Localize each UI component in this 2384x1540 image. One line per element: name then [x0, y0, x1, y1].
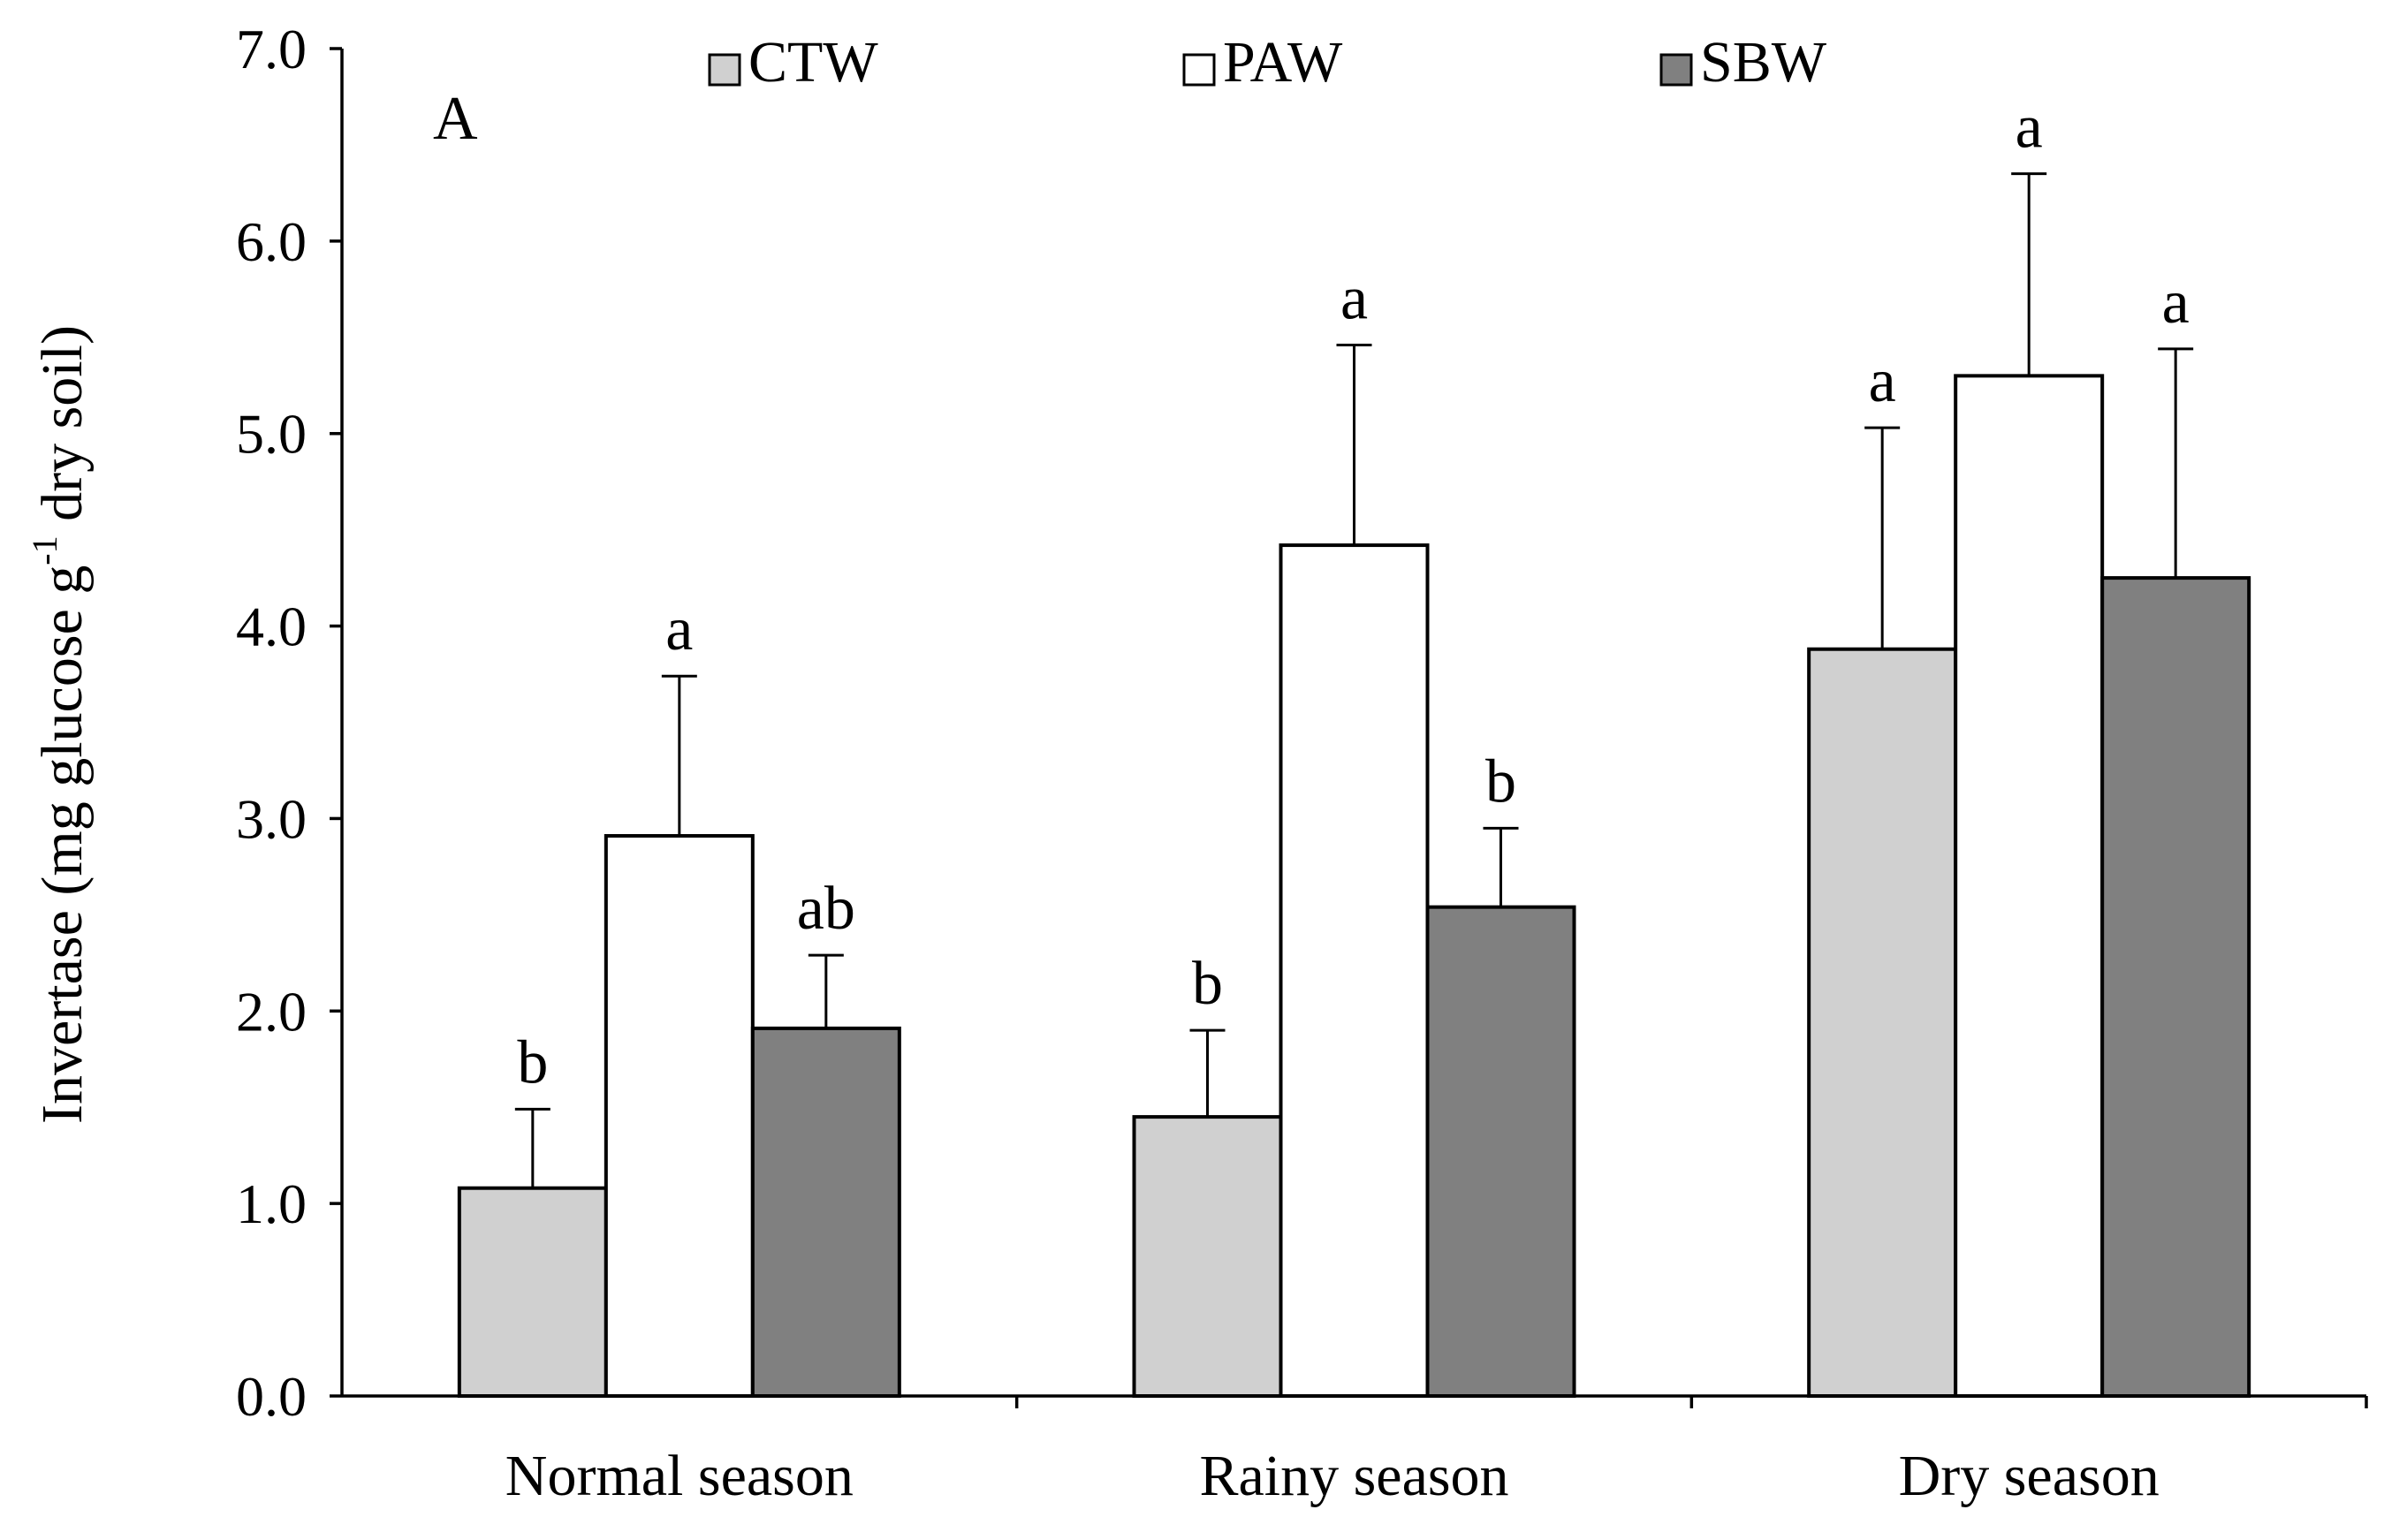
significance-label: a [1869, 347, 1896, 415]
y-tick-label: 0.0 [236, 1365, 307, 1428]
y-tick-label: 1.0 [236, 1172, 307, 1235]
significance-label: a [2016, 94, 2043, 162]
y-tick-label: 5.0 [236, 403, 307, 466]
bar-ctw [457, 1186, 608, 1398]
y-tick-label: 2.0 [236, 980, 307, 1043]
significance-label: a [665, 596, 693, 664]
plot-area: 0.0 1.0 2.0 3.0 4.0 5.0 6.0 7.0 Normal season Rai… [236, 18, 2368, 1508]
legend-swatch-ctw [708, 53, 741, 87]
panel-label: A [433, 85, 478, 153]
significance-label: b [1192, 950, 1223, 1018]
legend-label-sbw: SBW [1700, 30, 1827, 95]
significance-label: a [2162, 269, 2190, 337]
x-category-label: Rainy season [1199, 1444, 1508, 1508]
bar-paw [604, 834, 755, 1398]
significance-label: a [1340, 265, 1368, 333]
significance-label: ab [797, 875, 855, 943]
bar-sbw [1425, 905, 1576, 1398]
bar-paw [1279, 543, 1430, 1398]
significance-label: b [1485, 747, 1516, 816]
y-tick-label: 7.0 [236, 18, 307, 80]
legend-swatch-paw [1182, 53, 1216, 87]
y-tick-label: 6.0 [236, 210, 307, 273]
legend-label-ctw: CTW [748, 30, 878, 95]
x-category-label: Normal season [505, 1444, 854, 1508]
legend: CTW PAW SBW [708, 30, 1827, 95]
bar-ctw [1807, 647, 1958, 1398]
x-category-label: Dry season [1899, 1444, 2160, 1508]
y-axis-title: Invertase (mg glucose g-1 dry soil) [25, 325, 95, 1124]
legend-label-paw: PAW [1223, 30, 1343, 95]
bar-sbw [2100, 576, 2251, 1398]
legend-swatch-sbw [1659, 53, 1693, 87]
bar-ctw [1132, 1115, 1283, 1399]
y-tick-label: 4.0 [236, 596, 307, 658]
bar-sbw [750, 1026, 901, 1398]
bar-paw [1954, 374, 2105, 1398]
significance-label: b [517, 1028, 548, 1096]
y-tick-label: 3.0 [236, 787, 307, 850]
